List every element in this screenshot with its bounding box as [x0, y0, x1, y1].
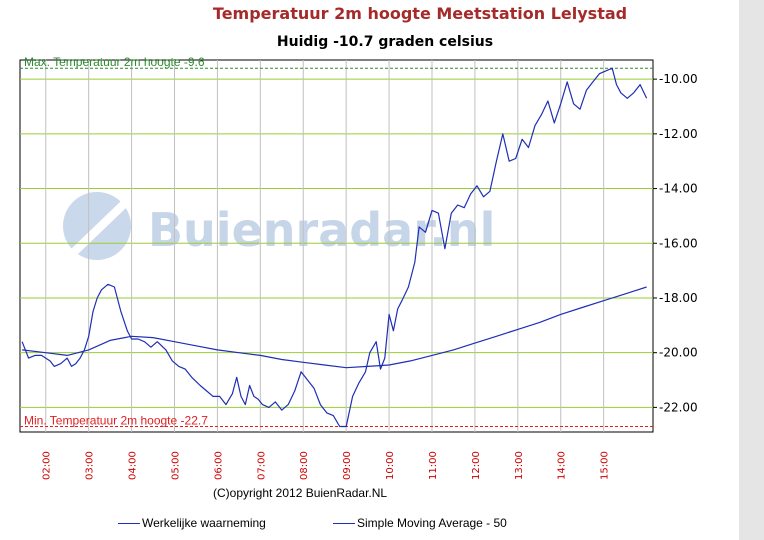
- legend-item-observation: Werkelijke waarneming: [118, 516, 266, 530]
- y-tick-label: -18.00: [659, 291, 698, 305]
- x-tick-label: 05:00: [170, 451, 181, 480]
- observation-series-line: [21, 67, 648, 428]
- legend-swatch: [333, 522, 355, 524]
- x-tick-label: 10:00: [385, 451, 396, 480]
- x-tick-label: 13:00: [514, 451, 525, 480]
- chart-title: Temperatuur 2m hoogte Meetstation Lelyst…: [212, 4, 628, 23]
- legend-label: Werkelijke waarneming: [142, 516, 266, 530]
- legend-swatch: [118, 522, 140, 524]
- y-tick-label: -10.00: [659, 72, 698, 86]
- x-tick-label: 12:00: [471, 451, 482, 480]
- watermark-text: Buienradar.nl: [148, 203, 495, 257]
- x-tick-label: 02:00: [42, 451, 53, 480]
- x-tick-label: 07:00: [256, 451, 267, 480]
- watermark-logo-stripe: [70, 200, 126, 254]
- y-tick-label: -14.00: [659, 182, 698, 196]
- x-tick-label: 14:00: [557, 451, 568, 480]
- y-tick-label: -20.00: [659, 346, 698, 360]
- side-panel: [739, 0, 764, 540]
- x-tick-label: 09:00: [342, 451, 353, 480]
- min-reference-label: Min. Temperatuur 2m hoogte -22.7: [24, 414, 208, 428]
- max-reference-label: Max. Temperatuur 2m hoogte -9.6: [24, 55, 205, 69]
- y-tick-label: -12.00: [659, 127, 698, 141]
- plot-frame: [19, 59, 654, 433]
- moving-average-series-line: [22, 286, 647, 369]
- x-tick-label: 11:00: [428, 451, 439, 480]
- legend-item-moving-average: Simple Moving Average - 50: [333, 516, 507, 530]
- x-tick-label: 06:00: [213, 451, 224, 480]
- copyright-text: (C)opyright 2012 BuienRadar.NL: [213, 486, 388, 500]
- legend-label: Simple Moving Average - 50: [357, 516, 507, 530]
- x-tick-label: 04:00: [128, 451, 139, 480]
- y-tick-label: -16.00: [659, 236, 698, 250]
- x-tick-label: 03:00: [85, 451, 96, 480]
- x-tick-label: 15:00: [600, 451, 611, 480]
- chart-subtitle: Huidig -10.7 graden celsius: [276, 34, 494, 50]
- y-tick-label: -22.00: [659, 400, 698, 414]
- x-tick-label: 08:00: [299, 451, 310, 480]
